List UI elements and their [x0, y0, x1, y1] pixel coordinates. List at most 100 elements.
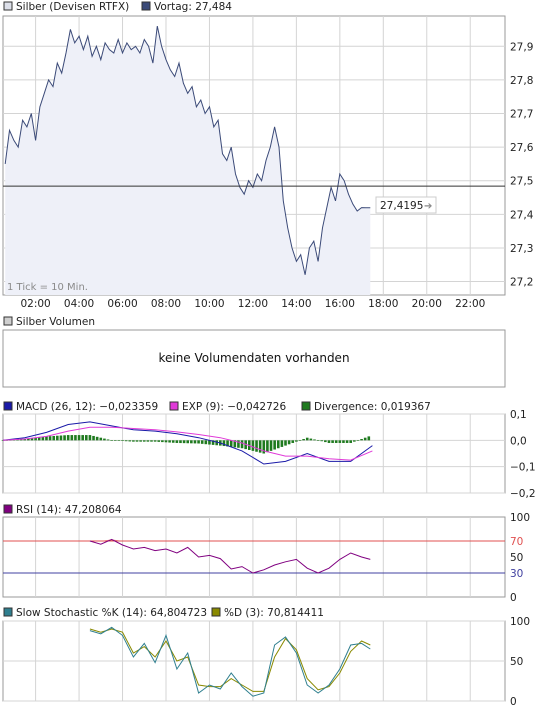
y-tick-label: −0,1 [510, 462, 536, 474]
macd-panel: MACD (26, 12): −0,023359 EXP (9): −0,042… [1, 401, 536, 500]
stoch-y-axis: 100 50 0 [510, 616, 530, 708]
arrow-right-icon: ➔ [424, 201, 432, 212]
rsi-plot-frame [2, 516, 506, 598]
divergence-bar [342, 440, 345, 443]
divergence-bar [313, 439, 316, 441]
price-x-axis: 02:00 04:00 06:00 08:00 10:00 12:00 14:00 16:00… [20, 298, 485, 310]
divergence-bar [190, 440, 193, 444]
divergence-bar [34, 437, 37, 441]
y-tick-label: −0,2 [510, 488, 536, 500]
stoch-k-legend-swatch [3, 607, 13, 617]
divergence-bar [128, 440, 132, 442]
divergence-bar [135, 440, 139, 442]
rsi-line [89, 538, 371, 574]
x-tick-label: 06:00 [107, 298, 137, 310]
divergence-bar [305, 437, 309, 441]
rsi-panel: RSI (14): 47,208064 100 70 50 30 0 [2, 504, 530, 604]
divergence-bar [124, 440, 128, 442]
divergence-bar [164, 440, 168, 443]
divergence-bar [197, 440, 200, 444]
price-legend-swatch [3, 1, 13, 11]
divergence-bar [74, 435, 77, 441]
last-price-label: 27,4195 [380, 200, 423, 212]
y-tick-label: 0 [510, 696, 517, 708]
divergence-bar [309, 438, 313, 441]
volume-legend-label: Silber Volumen [16, 316, 95, 328]
y-tick-label: 27,2 [510, 277, 533, 289]
divergence-bar [291, 440, 295, 443]
divergence-bar [280, 440, 284, 447]
stoch-d-legend-swatch [211, 607, 221, 617]
divergence-bar [117, 440, 121, 441]
volume-legend-swatch [3, 316, 13, 326]
divergence-bar [48, 436, 52, 441]
x-tick-label: 14:00 [281, 298, 311, 310]
divergence-bar [99, 437, 103, 441]
divergence-bar [85, 435, 88, 441]
x-tick-label: 08:00 [151, 298, 181, 310]
x-tick-label: 18:00 [368, 298, 398, 310]
divergence-bar [113, 440, 117, 441]
y-tick-label: 50 [510, 552, 523, 564]
divergence-bar [56, 435, 59, 441]
divergence-bar [1, 440, 5, 441]
divergence-bar [204, 440, 208, 445]
y-tick-label: 50 [510, 656, 523, 668]
divergence-bar [150, 440, 153, 442]
y-tick-label: 27,9 [510, 41, 533, 53]
divergence-bar [103, 438, 106, 441]
divergence-legend-label: Divergence: 0,019367 [314, 401, 431, 413]
macd-y-axis: 0,1 0,0 −0,1 −0,2 [510, 409, 536, 500]
divergence-bar [211, 440, 215, 445]
divergence-bar [88, 435, 92, 441]
divergence-bar [266, 440, 269, 453]
divergence-bar [276, 440, 280, 449]
divergence-bar [233, 440, 237, 448]
divergence-bar [110, 440, 113, 441]
rsi-grid [35, 517, 471, 597]
x-tick-label: 02:00 [20, 298, 50, 310]
divergence-bar [353, 440, 356, 442]
exp-legend-swatch [169, 401, 179, 411]
x-tick-label: 04:00 [64, 298, 94, 310]
divergence-bar [356, 440, 360, 441]
x-tick-label: 22:00 [455, 298, 485, 310]
divergence-bar [23, 439, 27, 441]
x-tick-label: 20:00 [412, 298, 442, 310]
divergence-bar [81, 435, 84, 441]
macd-line [2, 421, 373, 465]
price-legend-label: Silber (Devisen RTFX) [16, 1, 129, 13]
volume-plot-frame [2, 329, 506, 388]
rsi-y-axis: 100 70 50 30 0 [510, 512, 530, 604]
divergence-bar [45, 436, 48, 441]
divergence-bar [327, 440, 331, 443]
y-tick-label: 27,4 [510, 209, 534, 221]
divergence-bar [77, 435, 81, 441]
divergence-bar [273, 440, 276, 450]
macd-legend-label: MACD (26, 12): −0,023359 [16, 401, 158, 413]
divergence-bar [153, 440, 157, 442]
exp-legend-label: EXP (9): −0,042726 [182, 401, 286, 413]
divergence-bar [215, 440, 218, 446]
divergence-bar [320, 440, 324, 442]
rsi-legend-swatch [3, 504, 13, 514]
divergence-bar [349, 440, 353, 443]
y-tick-label: 0,0 [510, 435, 527, 447]
divergence-bar [302, 439, 305, 441]
divergence-bar [146, 440, 150, 442]
divergence-bar [251, 440, 255, 451]
volume-panel: Silber Volumen keine Volumendaten vorhan… [2, 316, 506, 388]
stoch-grid [3, 620, 505, 702]
divergence-bar [298, 440, 302, 441]
divergence-bar [345, 440, 349, 443]
price-line [4, 25, 371, 275]
divergence-bar [324, 440, 327, 443]
divergence-bar [222, 440, 226, 447]
prev-close-legend-label: Vortag: 27,484 [154, 1, 232, 13]
volume-message: keine Volumendaten vorhanden [158, 351, 349, 365]
stoch-d-legend-label: %D (3): 70,814411 [224, 607, 324, 619]
divergence-bar [258, 440, 262, 453]
divergence-bar [338, 440, 342, 443]
divergence-bar [200, 440, 204, 444]
